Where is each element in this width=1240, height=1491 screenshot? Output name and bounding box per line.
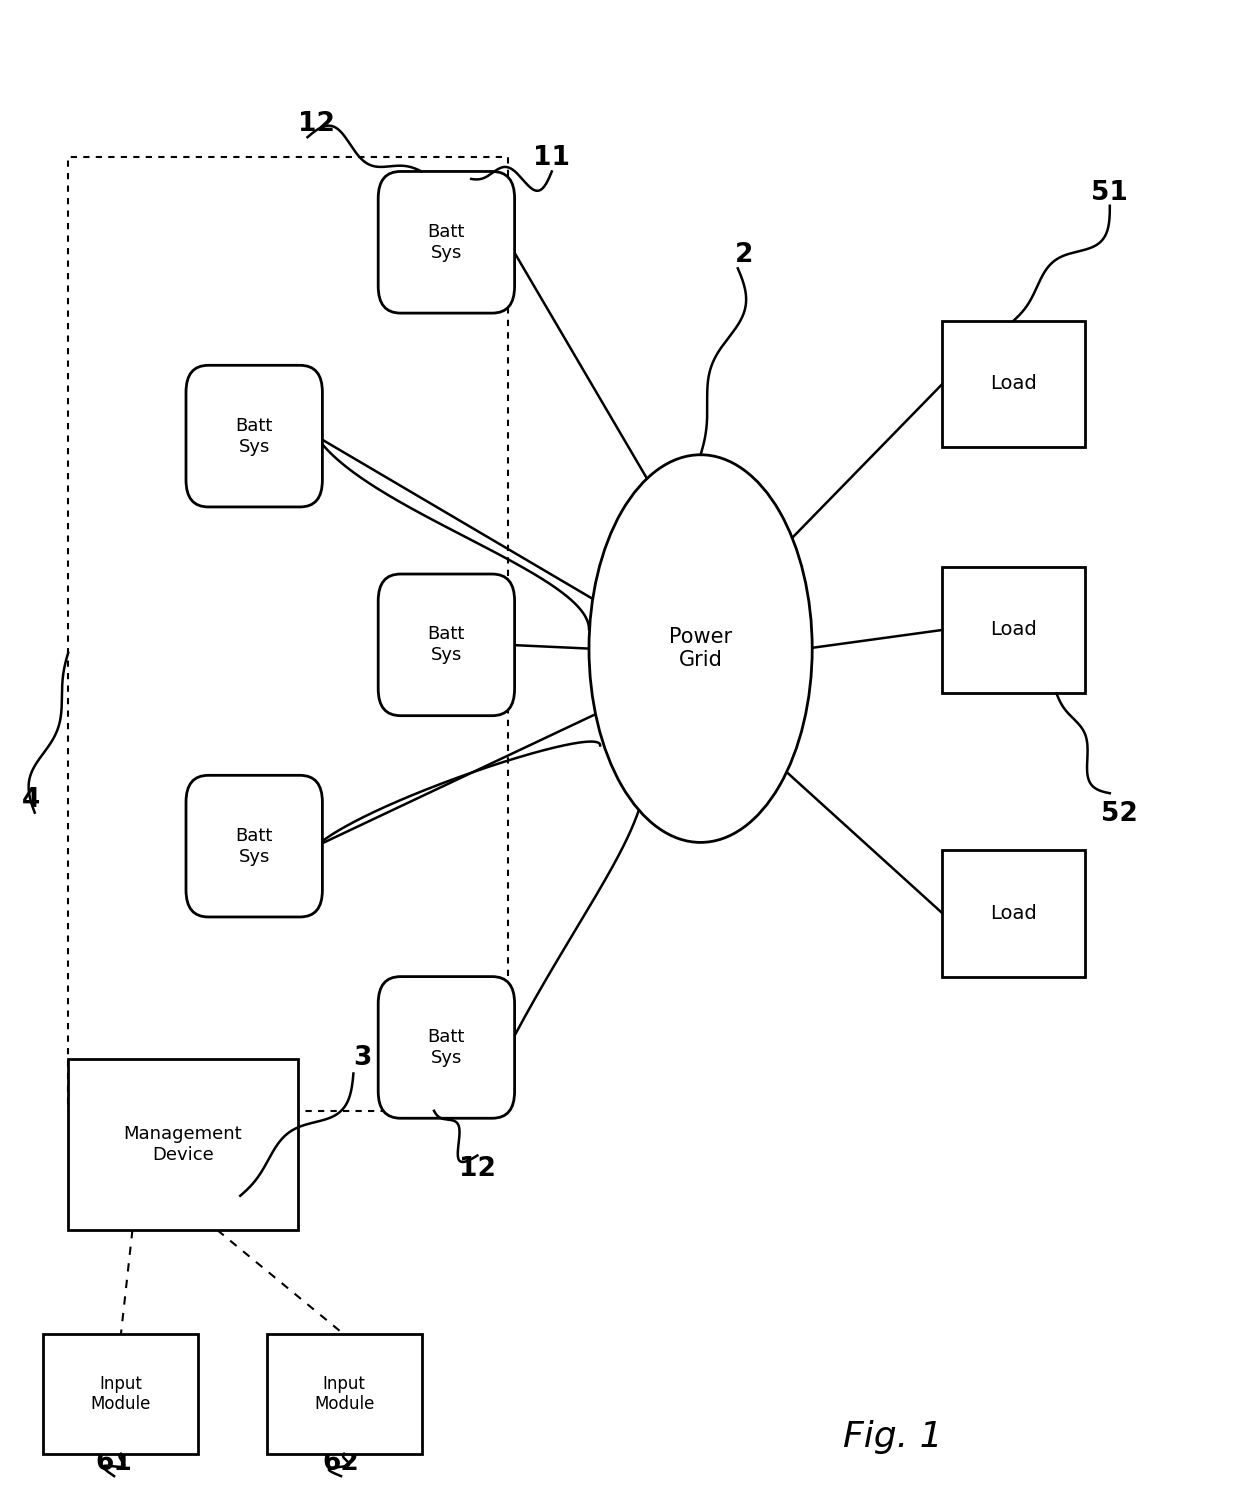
Text: 4: 4	[22, 787, 40, 813]
Bar	[43, 1334, 198, 1454]
Text: Power
Grid: Power Grid	[670, 628, 732, 669]
Text: 3: 3	[353, 1045, 372, 1071]
Text: Batt
Sys: Batt Sys	[428, 625, 465, 665]
Text: 61: 61	[95, 1451, 133, 1476]
Text: Batt
Sys: Batt Sys	[428, 222, 465, 262]
Text: 52: 52	[1101, 801, 1138, 826]
Text: Batt
Sys: Batt Sys	[236, 826, 273, 866]
Text: Load: Load	[991, 904, 1037, 923]
FancyBboxPatch shape	[378, 171, 515, 313]
Text: Batt
Sys: Batt Sys	[428, 1027, 465, 1068]
Text: 51: 51	[1091, 180, 1128, 206]
Text: 62: 62	[322, 1451, 360, 1476]
Text: Batt
Sys: Batt Sys	[236, 416, 273, 456]
FancyBboxPatch shape	[378, 977, 515, 1118]
Bar	[942, 850, 1085, 977]
Text: 12: 12	[298, 112, 335, 137]
Text: 2: 2	[735, 243, 753, 268]
Text: Load: Load	[991, 620, 1037, 640]
FancyBboxPatch shape	[378, 574, 515, 716]
FancyBboxPatch shape	[186, 775, 322, 917]
Text: Fig. 1: Fig. 1	[843, 1419, 942, 1454]
Ellipse shape	[589, 455, 812, 842]
Text: Input
Module: Input Module	[91, 1375, 151, 1413]
FancyBboxPatch shape	[186, 365, 322, 507]
Text: Input
Module: Input Module	[314, 1375, 374, 1413]
Text: 11: 11	[533, 146, 570, 171]
Bar	[942, 567, 1085, 693]
Bar	[68, 157, 508, 1111]
Text: 12: 12	[459, 1156, 496, 1181]
Text: Load: Load	[991, 374, 1037, 394]
Bar	[267, 1334, 422, 1454]
Bar	[942, 321, 1085, 447]
Text: Management
Device: Management Device	[124, 1124, 242, 1164]
Bar	[68, 1059, 298, 1230]
